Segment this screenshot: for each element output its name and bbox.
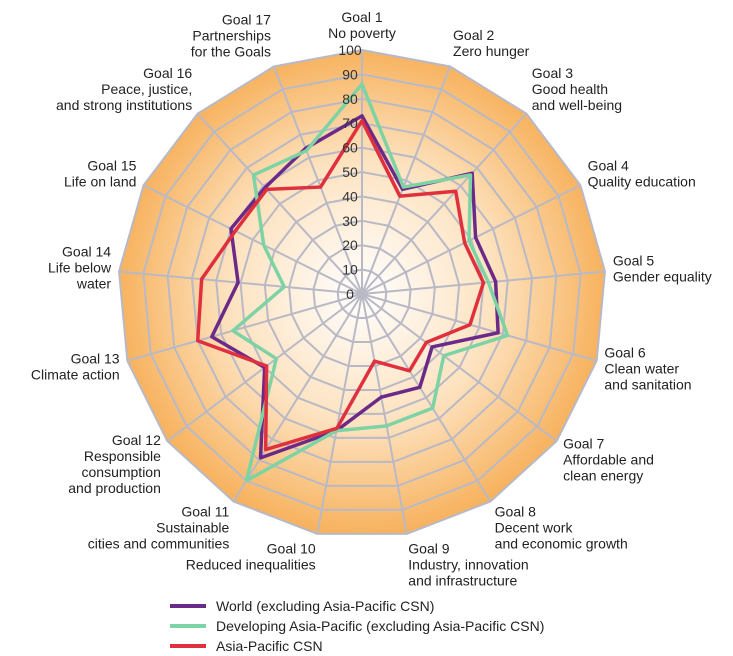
axis-label: Affordable and — [563, 451, 654, 467]
r-tick-label: 70 — [342, 115, 358, 131]
axis-label: Goal 9 — [408, 540, 449, 556]
axis-label: No poverty — [328, 25, 396, 41]
r-tick-label: 40 — [342, 188, 358, 204]
axis-label: and sanitation — [604, 377, 691, 393]
spoke — [232, 293, 363, 502]
axis-label: clean energy — [563, 467, 643, 483]
axis-label: Goal 2 — [453, 27, 494, 43]
axis-label: Goal 1 — [341, 9, 382, 25]
axis-label: consumption — [82, 464, 161, 480]
axis-label: and strong institutions — [56, 97, 192, 113]
spoke — [127, 293, 363, 362]
axis-label: Decent work — [495, 520, 574, 536]
spoke — [361, 293, 408, 535]
spoke — [361, 184, 581, 295]
spoke — [361, 66, 452, 295]
spoke — [361, 293, 558, 442]
grid-ring — [239, 170, 485, 415]
r-tick-label: 100 — [338, 42, 362, 58]
r-tick-label: 60 — [342, 140, 358, 156]
grid-ring — [312, 244, 412, 343]
legend-label: Asia-Pacific CSN — [216, 638, 323, 654]
axis-label: Sustainable — [156, 520, 229, 536]
axis-label: Goal 4 — [588, 158, 629, 174]
axis-label: Goal 11 — [181, 504, 229, 520]
axis-label: Goal 8 — [495, 504, 536, 520]
axis-label: Goal 12 — [112, 432, 161, 448]
grid-ring — [288, 219, 436, 367]
axis-label: for the Goals — [191, 44, 271, 60]
spoke — [196, 113, 363, 295]
series-line — [210, 114, 500, 460]
axis-label: Goal 14 — [62, 244, 111, 260]
r-tick-label: 10 — [342, 262, 358, 278]
grid-ring — [263, 195, 461, 391]
axis-label: Responsible — [84, 448, 161, 464]
axis-label: Life below — [48, 260, 112, 276]
series-line — [231, 82, 510, 483]
axis-label: Reduced inequalities — [186, 556, 316, 572]
axis-label: Good health — [532, 81, 608, 97]
spoke — [361, 293, 597, 362]
grid-ring — [142, 73, 582, 511]
r-tick-label: 0 — [346, 286, 354, 302]
grid-ring — [166, 97, 558, 487]
r-tick-label: 90 — [342, 66, 358, 82]
spoke — [272, 66, 363, 295]
axis-label: and economic growth — [495, 536, 628, 552]
spoke — [118, 270, 363, 295]
axis-label: Zero hunger — [453, 43, 530, 59]
axis-label: Peace, justice, — [101, 81, 192, 97]
r-tick-label: 50 — [342, 164, 358, 180]
axis-label: Quality education — [588, 174, 696, 190]
grid-ring — [336, 268, 388, 319]
axis-label: and well-being — [532, 97, 622, 113]
axis-label: Goal 15 — [87, 158, 136, 174]
grid-ring — [190, 122, 534, 463]
spoke — [316, 293, 363, 535]
grid-ring — [118, 48, 606, 535]
axis-label: Goal 3 — [532, 65, 573, 81]
axis-label: Industry, innovation — [408, 556, 528, 572]
axis-label: Partnerships — [192, 28, 271, 44]
spoke — [361, 113, 528, 295]
r-tick-label: 30 — [342, 213, 358, 229]
axis-label: Climate action — [31, 366, 120, 382]
axis-label: and production — [68, 480, 161, 496]
legend-label: World (excluding Asia-Pacific CSN) — [216, 598, 434, 614]
axis-label: water — [76, 276, 112, 292]
axis-label: Goal 6 — [604, 345, 645, 361]
spoke — [361, 293, 492, 502]
axis-label: Clean water — [604, 361, 679, 377]
axis-label: Goal 5 — [613, 252, 654, 268]
axis-label: Gender equality — [613, 268, 712, 284]
axis-label: and infrastructure — [408, 572, 517, 588]
r-tick-label: 20 — [342, 237, 358, 253]
axis-label: Goal 16 — [143, 65, 192, 81]
legend-label: Developing Asia-Pacific (excluding Asia-… — [216, 618, 544, 634]
series-line — [195, 119, 486, 452]
axis-label: cities and communities — [88, 536, 230, 552]
axis-label: Life on land — [64, 174, 136, 190]
axis-label: Goal 7 — [563, 435, 604, 451]
spoke — [143, 184, 363, 295]
axis-label: Goal 17 — [222, 12, 271, 28]
axis-label: Goal 10 — [267, 540, 316, 556]
r-tick-label: 80 — [342, 91, 358, 107]
axis-label: Goal 13 — [71, 350, 120, 366]
